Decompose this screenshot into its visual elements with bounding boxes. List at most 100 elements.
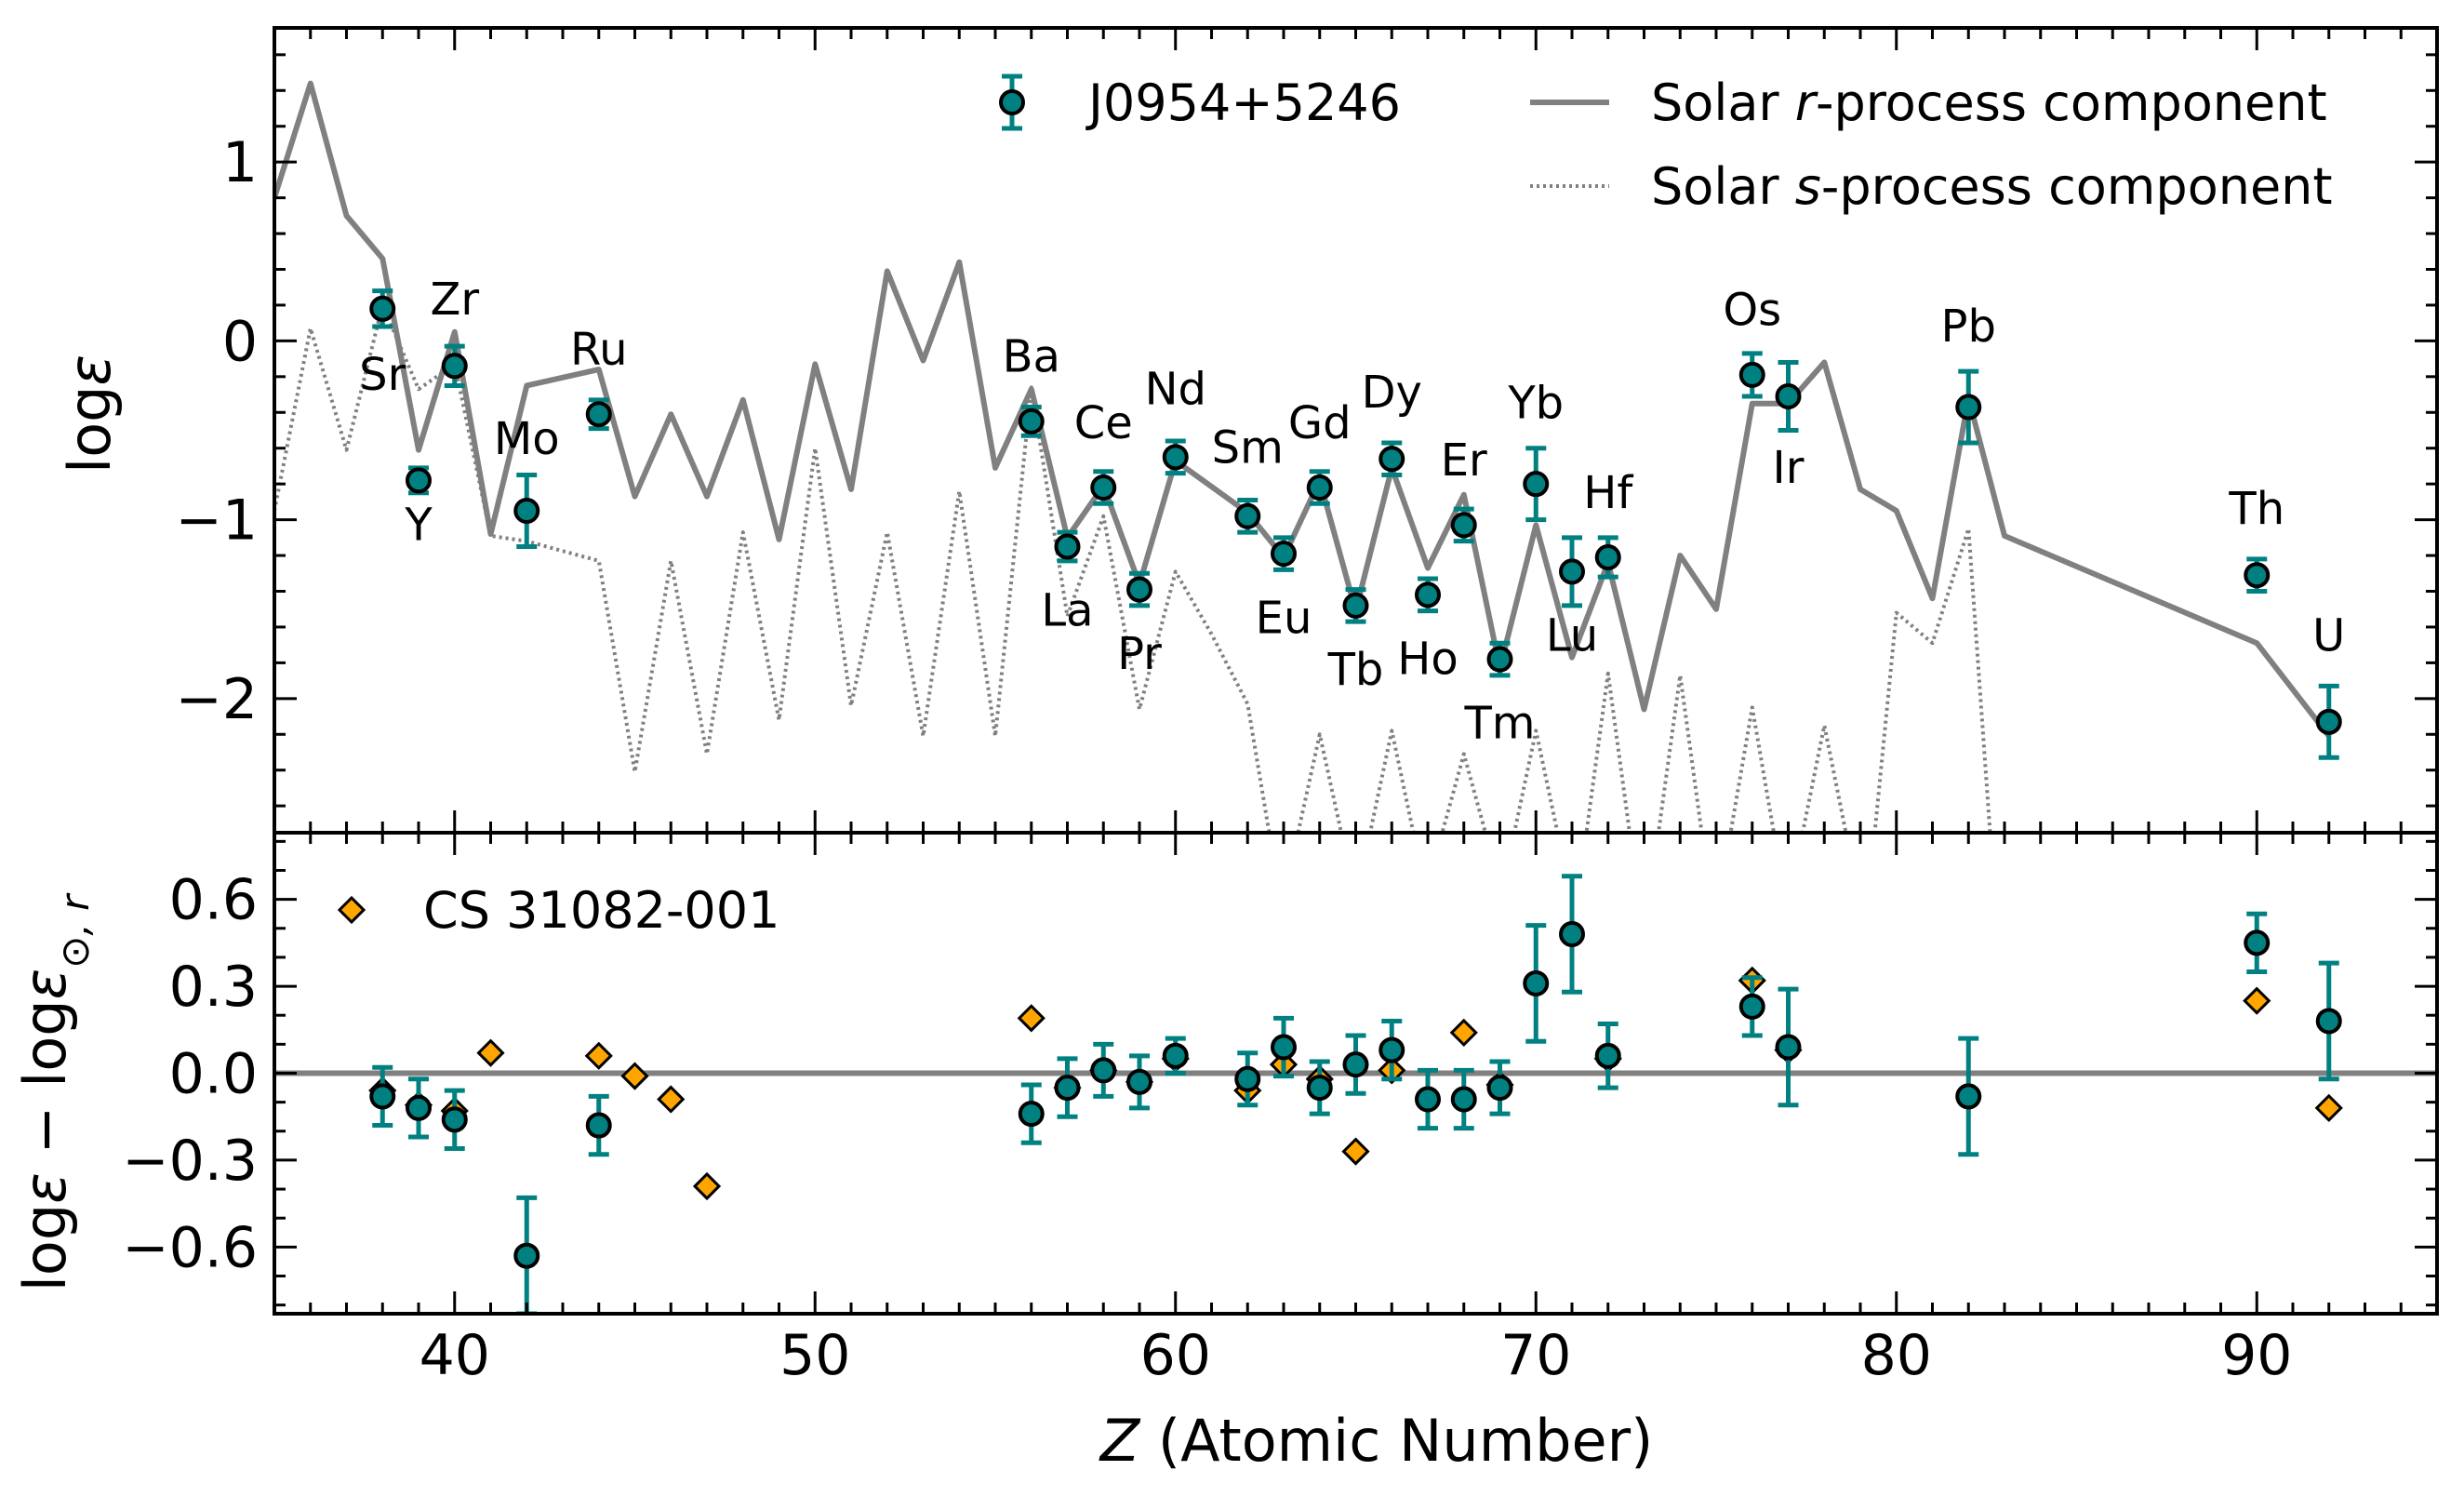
top-y-tick-label: −2 bbox=[176, 667, 258, 732]
solar-s-process-line bbox=[274, 302, 2019, 833]
x-axis-label: Z (Atomic Number) bbox=[1099, 1407, 1654, 1475]
top-y-tick-label: 0 bbox=[222, 309, 258, 374]
legend-label-part: -process component bbox=[1816, 74, 2327, 132]
residual-marker bbox=[1054, 1075, 1081, 1102]
x-tick-label: 70 bbox=[1500, 1323, 1571, 1388]
residual-point-z69 bbox=[1486, 1059, 1513, 1116]
residual-point-z60 bbox=[1162, 1036, 1189, 1076]
element-label-Pr: Pr bbox=[1117, 628, 1162, 680]
legend-entry-dotted: Solar s-process component bbox=[1530, 157, 2333, 216]
data-point-Th bbox=[2244, 556, 2271, 594]
element-label-Y: Y bbox=[404, 499, 433, 551]
legend-label-part: Solar bbox=[1651, 74, 1795, 132]
residual-point-z76 bbox=[1738, 975, 1765, 1038]
bottom-y-tick-label: 0.0 bbox=[169, 1042, 258, 1107]
bottom-legend: CS 31082-001 bbox=[337, 881, 779, 940]
residual-point-z66 bbox=[1379, 1018, 1405, 1082]
shared-x-axis: 40 50 60 70 80 90 bbox=[420, 1323, 2293, 1388]
residual-marker bbox=[1342, 1051, 1369, 1078]
marker-Pr bbox=[1126, 576, 1152, 603]
residual-point-z82 bbox=[1955, 1036, 1982, 1157]
marker-Tm bbox=[1486, 646, 1513, 673]
legend-entry-j0954: J0954+5246 bbox=[999, 74, 1401, 132]
element-label-Ba: Ba bbox=[1003, 331, 1060, 383]
cs31082-marker-z46 bbox=[657, 1085, 686, 1114]
marker-Hf bbox=[1594, 543, 1621, 570]
data-point-Yb bbox=[1523, 446, 1550, 523]
residual-point-z42 bbox=[513, 1195, 540, 1314]
ylabel-epsilon: ε bbox=[56, 354, 124, 386]
marker-Ce bbox=[1090, 474, 1117, 501]
data-point-Ba bbox=[1018, 405, 1045, 438]
element-label-Yb: Yb bbox=[1507, 378, 1564, 430]
element-label-Ce: Ce bbox=[1074, 397, 1133, 449]
residual-marker bbox=[1523, 969, 1550, 996]
x-tick-label: 80 bbox=[1861, 1323, 1932, 1388]
element-label-Mo: Mo bbox=[494, 413, 560, 465]
ylabel-part: log bbox=[11, 1204, 79, 1292]
element-label-Sm: Sm bbox=[1212, 422, 1284, 474]
residual-marker bbox=[585, 1112, 612, 1139]
residual-point-z57 bbox=[1054, 1056, 1081, 1119]
marker-Yb bbox=[1523, 471, 1550, 498]
element-label-Eu: Eu bbox=[1256, 592, 1312, 644]
data-point-Ru bbox=[585, 397, 612, 432]
residual-marker bbox=[1738, 993, 1765, 1020]
top-y-axis-label: logε bbox=[56, 354, 124, 474]
data-point-Os bbox=[1738, 351, 1765, 399]
residual-marker bbox=[1955, 1083, 1982, 1110]
cs31082-marker-z47 bbox=[692, 1171, 722, 1201]
residual-marker bbox=[1126, 1068, 1152, 1095]
residual-point-z59 bbox=[1126, 1053, 1152, 1111]
data-point-Sm bbox=[1234, 497, 1261, 535]
element-label-Hf: Hf bbox=[1583, 467, 1633, 519]
residual-point-z77 bbox=[1775, 986, 1802, 1108]
bottom-y-axis-label: logε − logε⊙, r bbox=[11, 892, 98, 1291]
legend-label: J0954+5246 bbox=[1085, 74, 1401, 132]
data-point-Nd bbox=[1162, 438, 1189, 476]
element-label-Sr: Sr bbox=[359, 349, 406, 401]
data-point-Mo bbox=[513, 473, 540, 549]
element-label-Gd: Gd bbox=[1288, 397, 1352, 449]
data-point-Hf bbox=[1594, 535, 1621, 580]
residual-marker bbox=[1450, 1086, 1477, 1113]
residual-point-z72 bbox=[1594, 1022, 1621, 1090]
residual-marker bbox=[1486, 1075, 1513, 1102]
residual-point-z65 bbox=[1342, 1033, 1369, 1096]
element-label-Ir: Ir bbox=[1773, 442, 1805, 494]
top-panel-abundance-pattern: 1 0 −1 −2 logε J0954+5246 Solar r-process co… bbox=[56, 26, 2439, 835]
element-label-Dy: Dy bbox=[1362, 367, 1422, 419]
residual-marker bbox=[1415, 1086, 1441, 1113]
marker-Ba bbox=[1018, 408, 1045, 434]
marker-Eu bbox=[1271, 541, 1297, 568]
residual-point-z70 bbox=[1523, 923, 1550, 1044]
element-label-Tm: Tm bbox=[1463, 698, 1535, 750]
element-label-Er: Er bbox=[1441, 434, 1487, 487]
cs31082-marker-z41 bbox=[476, 1038, 505, 1067]
top-y-tick-label: −1 bbox=[176, 488, 258, 554]
residual-marker bbox=[1775, 1034, 1802, 1061]
data-point-Zr bbox=[441, 343, 468, 388]
residual-point-z64 bbox=[1306, 1059, 1333, 1116]
top-plot-area bbox=[274, 80, 2342, 833]
cs31082-marker-z44 bbox=[584, 1041, 613, 1070]
legend-label: Solar r-process component bbox=[1651, 74, 2327, 132]
legend-diamond bbox=[337, 895, 366, 925]
data-point-Pr bbox=[1126, 570, 1152, 608]
cs31082-marker-z92 bbox=[2314, 1093, 2343, 1122]
data-point-Sr bbox=[369, 288, 396, 329]
data-point-Ce bbox=[1090, 469, 1117, 506]
xlabel-text: (Atomic Number) bbox=[1139, 1407, 1653, 1475]
residual-marker bbox=[1271, 1034, 1297, 1061]
element-label-Ru: Ru bbox=[570, 324, 628, 376]
ylabel-epsilon: ε bbox=[11, 969, 79, 1000]
marker-Os bbox=[1738, 361, 1765, 388]
element-label-Os: Os bbox=[1723, 285, 1781, 337]
marker-La bbox=[1054, 533, 1081, 560]
element-label-Pb: Pb bbox=[1941, 301, 1996, 353]
data-point-Pb bbox=[1955, 368, 1982, 446]
bottom-y-tick-label: 0.6 bbox=[169, 868, 258, 933]
residual-point-z44 bbox=[585, 1093, 612, 1157]
element-label-U: U bbox=[2312, 610, 2345, 662]
legend-label-part: -process component bbox=[1821, 157, 2333, 216]
